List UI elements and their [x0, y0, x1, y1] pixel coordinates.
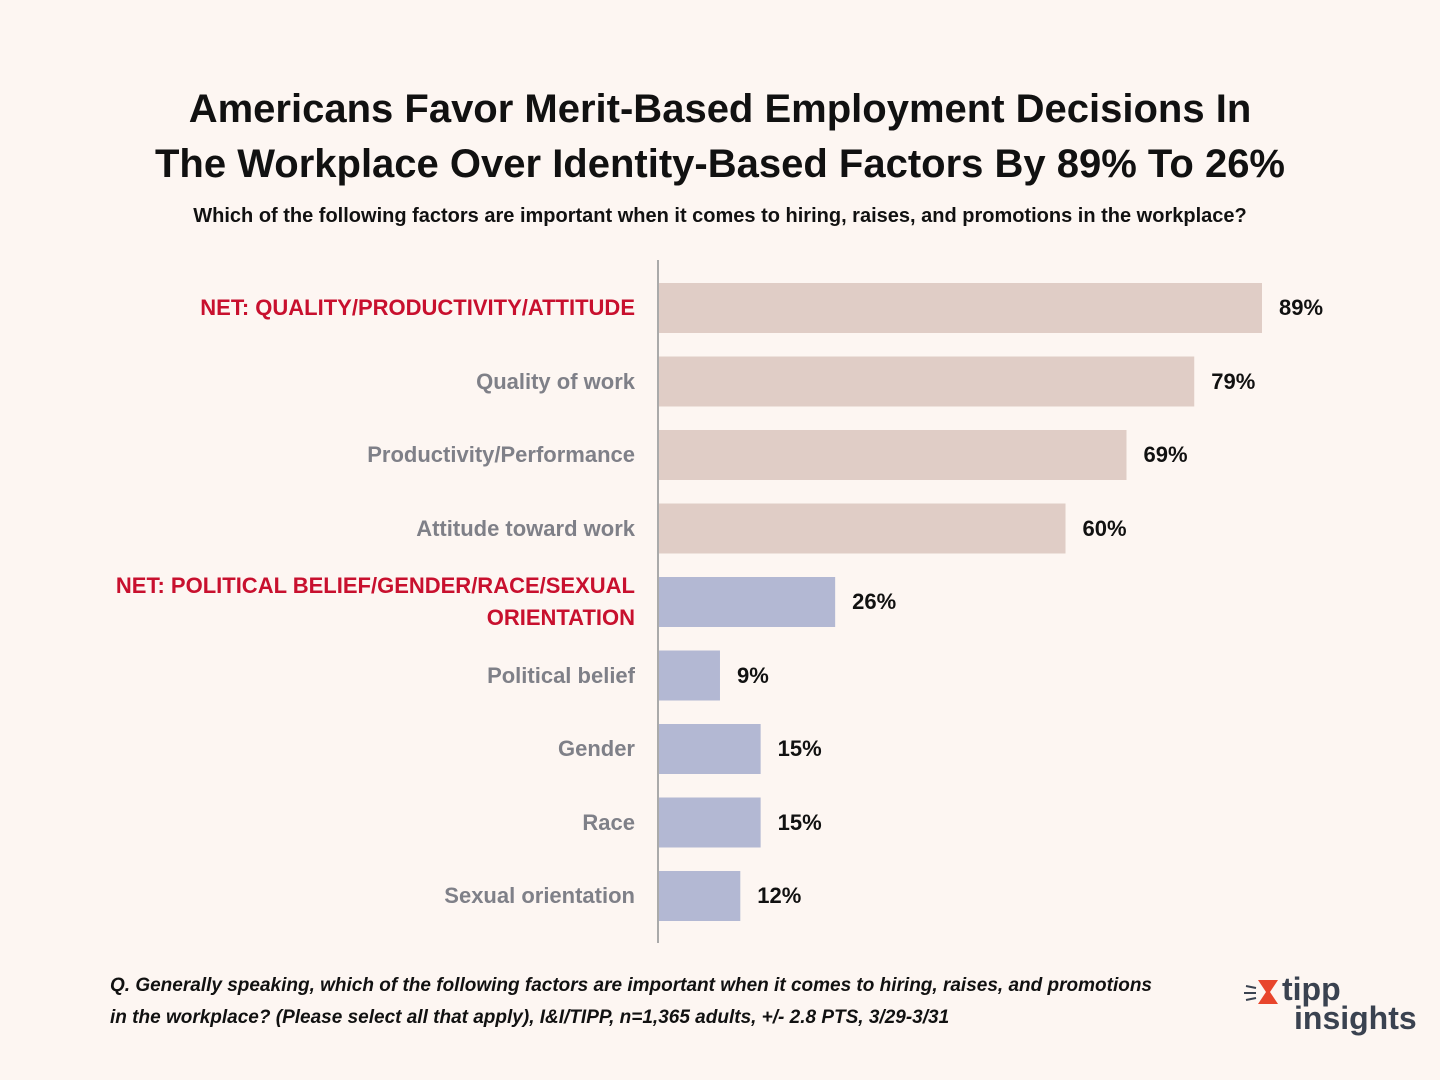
bar	[659, 650, 720, 701]
logo-text: tipp	[1282, 971, 1341, 1007]
category-label: Attitude toward work	[416, 515, 635, 541]
category-label: Quality of work	[476, 368, 635, 394]
value-label: 69%	[1143, 442, 1188, 467]
value-label: 79%	[1211, 368, 1256, 394]
bar	[659, 283, 1262, 333]
chart-subtitle: Which of the following factors are impor…	[193, 205, 1247, 227]
category-label: Political belief	[487, 662, 635, 688]
value-label: 9%	[736, 662, 769, 688]
logo-icon	[1244, 980, 1278, 1004]
category-label: NET: POLITICAL BELIEF/GENDER/RACE/SEXUAL…	[115, 573, 635, 630]
category-label: Gender	[557, 736, 635, 761]
value-label: 12%	[757, 883, 802, 908]
bar	[659, 577, 836, 627]
bar	[659, 724, 761, 774]
footnote: Q. Generally speaking, which of the foll…	[110, 975, 1153, 1028]
bar	[659, 503, 1066, 554]
value-label: 60%	[1082, 515, 1127, 541]
logo-text: insights	[1294, 1000, 1417, 1036]
category-label: NET: QUALITY/PRODUCTIVITY/ATTITUDE	[200, 295, 635, 320]
category-label: Race	[582, 809, 635, 835]
value-label: 89%	[1279, 295, 1324, 320]
bar	[659, 797, 761, 848]
value-label: 15%	[777, 736, 822, 761]
chart-title: Americans Favor Merit-Based Employment D…	[155, 87, 1285, 186]
category-label: Productivity/Performance	[367, 442, 635, 467]
value-label: 26%	[852, 589, 897, 614]
value-label: 15%	[777, 809, 822, 835]
bar	[659, 871, 741, 921]
category-label: Sexual orientation	[444, 883, 635, 908]
bar	[659, 356, 1195, 407]
bar	[659, 430, 1127, 480]
